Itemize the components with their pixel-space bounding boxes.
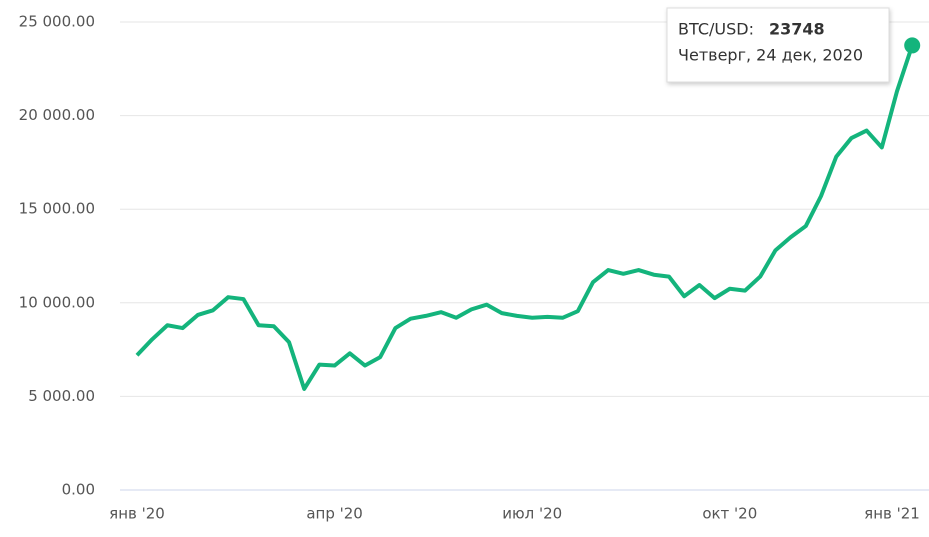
y-tick-label: 20 000.00 <box>19 106 95 124</box>
y-tick-label: 15 000.00 <box>19 200 95 218</box>
line <box>135 44 915 391</box>
y-tick-label: 0.00 <box>62 481 95 499</box>
tooltip-date: Четверг, 24 дек, 2020 <box>678 46 863 65</box>
y-tick-label: 25 000.00 <box>19 13 95 31</box>
y-tick-label: 10 000.00 <box>19 293 95 311</box>
x-tick-label: апр '20 <box>306 505 363 523</box>
hover-point <box>904 37 921 54</box>
x-tick-label: янв '21 <box>864 505 920 523</box>
tooltip-value: 23748 <box>769 20 825 39</box>
tooltip-label: BTC/USD: <box>678 20 754 39</box>
tooltip-box <box>666 7 890 83</box>
x-tick-label: янв '20 <box>109 505 165 523</box>
y-tick-label: 5 000.00 <box>28 387 95 405</box>
x-tick-label: окт '20 <box>702 505 757 523</box>
tooltip: BTC/USD: 23748 Четверг, 24 дек, 2020 <box>666 7 890 83</box>
x-tick-label: июл '20 <box>502 505 562 523</box>
